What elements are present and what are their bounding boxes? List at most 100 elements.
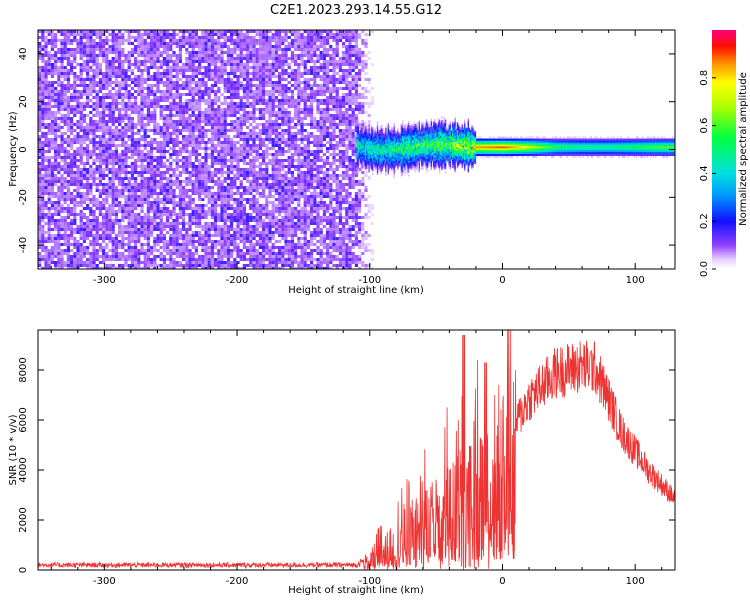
spectrogram-cell: [137, 183, 141, 186]
spectrogram-cell: [47, 102, 51, 105]
spectrogram-cell: [204, 177, 208, 180]
spectrogram-cell: [166, 51, 170, 54]
spectrogram-cell: [54, 261, 58, 264]
spectrogram-cell: [118, 36, 122, 39]
spectrogram-cell: [66, 189, 70, 192]
spectrogram-cell: [262, 219, 266, 222]
spectrogram-cell: [182, 63, 186, 66]
spectrogram-cell: [178, 114, 182, 117]
spectrogram-cell: [274, 162, 278, 165]
spectrogram-cell: [66, 198, 70, 201]
spectrogram-cell: [249, 138, 253, 141]
spectrogram-cell: [246, 258, 250, 261]
spectrogram-cell: [137, 75, 141, 78]
spectrogram-cell: [153, 168, 157, 171]
spectrogram-cell: [140, 33, 144, 36]
spectrogram-cell: [172, 87, 176, 90]
spectrogram-cell: [102, 159, 106, 162]
spectrogram-cell: [252, 105, 256, 108]
spectrogram-cell: [41, 201, 45, 204]
spectrogram-cell: [124, 78, 128, 81]
spectrogram-cell: [217, 258, 221, 261]
spectrogram-cell: [124, 39, 128, 42]
spectrogram-cell: [242, 246, 246, 249]
spectrogram-cell: [191, 96, 195, 99]
spectrogram-cell: [134, 219, 138, 222]
spectrogram-cell: [47, 228, 51, 231]
spectrogram-cell: [66, 105, 70, 108]
spectrogram-cell: [271, 54, 275, 57]
spectrogram-cell: [98, 36, 102, 39]
spectrogram-cell: [153, 189, 157, 192]
spectrogram-cell: [262, 111, 266, 114]
spectrogram-cell: [98, 174, 102, 177]
spectrogram-cell: [130, 81, 134, 84]
spectrogram-cell: [82, 51, 86, 54]
spectrogram-cell: [166, 135, 170, 138]
spectrogram-cell: [175, 144, 179, 147]
spectrogram-cell: [137, 132, 141, 135]
spectrogram-cell: [175, 57, 179, 60]
spectrogram-cell: [188, 36, 192, 39]
spectrogram-cell: [204, 156, 208, 159]
spectrogram-cell: [175, 111, 179, 114]
spectrogram-cell: [255, 54, 259, 57]
spectrogram-cell: [38, 48, 42, 51]
spectrogram-cell: [214, 51, 218, 54]
spectrogram-cell: [47, 240, 51, 243]
spectrogram-cell: [86, 60, 90, 63]
spectrogram-cell: [239, 126, 243, 129]
spectrogram-cell: [242, 114, 246, 117]
spectrogram-cell: [230, 243, 234, 246]
spectrogram-cell: [236, 39, 240, 42]
spectrogram-cell: [242, 240, 246, 243]
spectrogram-cell: [198, 219, 202, 222]
spectrogram-cell: [162, 141, 166, 144]
spectrogram-cell: [201, 162, 205, 165]
spectrogram-cell: [54, 93, 58, 96]
spectrogram-cell: [140, 186, 144, 189]
spectrogram-cell: [233, 39, 237, 42]
spectrogram-cell: [178, 252, 182, 255]
spectrogram-cell: [143, 63, 147, 66]
spectrogram-cell: [252, 54, 256, 57]
spectrogram-cell: [182, 135, 186, 138]
spectrogram-cell: [262, 186, 266, 189]
spectrogram-cell: [204, 141, 208, 144]
spectrogram-cell: [204, 153, 208, 156]
spectrogram-cell: [92, 102, 96, 105]
spectrogram-cell: [262, 126, 266, 129]
spectrogram-cell: [207, 90, 211, 93]
spectrogram-cell: [188, 237, 192, 240]
spectrogram-cell: [105, 222, 109, 225]
spectrogram-cell: [150, 36, 154, 39]
spectrogram-cell: [268, 252, 272, 255]
spectrogram-cell: [182, 102, 186, 105]
spectrogram-cell: [162, 39, 166, 42]
spectrogram-cell: [124, 132, 128, 135]
spectrogram-cell: [86, 156, 90, 159]
spectrogram-cell: [194, 210, 198, 213]
spectrogram-cell: [178, 45, 182, 48]
spectrogram-cell: [255, 165, 259, 168]
spectrogram-cell: [137, 264, 141, 267]
spectrogram-cell: [185, 252, 189, 255]
spectrogram-cell: [92, 171, 96, 174]
spectrogram-cell: [255, 213, 259, 216]
spectrogram-cell: [47, 165, 51, 168]
spectrogram-cell: [38, 84, 42, 87]
spectrogram-cell: [271, 99, 275, 102]
spectrogram-cell: [70, 111, 74, 114]
spectrogram-cell: [226, 168, 230, 171]
spectrogram-cell: [66, 81, 70, 84]
spectrogram-cell: [140, 216, 144, 219]
spectrogram-cell: [146, 171, 150, 174]
spectrogram-cell: [38, 165, 42, 168]
spectrogram-cell: [169, 255, 173, 258]
spectrogram-cell: [207, 93, 211, 96]
spectrogram-cell: [57, 147, 61, 150]
spectrogram-cell: [214, 60, 218, 63]
spectrogram-cell: [262, 189, 266, 192]
spectrogram-cell: [60, 228, 64, 231]
spectrogram-cell: [121, 99, 125, 102]
